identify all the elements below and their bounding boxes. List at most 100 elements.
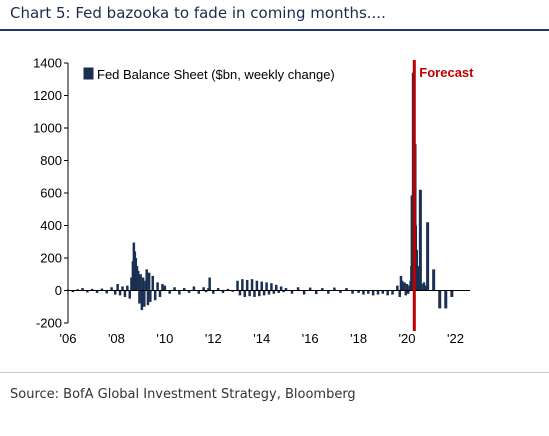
bar <box>450 290 454 297</box>
forecast-label: Forecast <box>419 65 474 80</box>
bar <box>381 290 385 294</box>
bar <box>178 290 181 295</box>
bar <box>371 290 375 296</box>
bar <box>146 290 150 306</box>
bar <box>272 290 276 294</box>
bar <box>238 290 242 296</box>
source-note: Source: BofA Global Investment Strategy,… <box>10 387 356 402</box>
chart-axes: 1400 1200 1000 800 600 400 200 0 -200'06 '08 '10 '1… <box>33 56 470 346</box>
footer-rule <box>0 372 549 373</box>
bar <box>192 286 196 291</box>
y-tick-label: 0 <box>55 283 62 298</box>
bar <box>396 285 399 291</box>
bar <box>140 290 144 310</box>
bar <box>90 288 94 291</box>
bar <box>204 290 208 293</box>
bar <box>391 290 394 295</box>
y-tick-label: 1400 <box>33 56 62 71</box>
bar <box>163 285 167 291</box>
bar <box>208 277 211 291</box>
bar <box>404 290 408 296</box>
bar <box>212 290 215 294</box>
bar <box>270 283 273 291</box>
y-tick-label: -200 <box>36 316 62 331</box>
bar <box>161 284 164 291</box>
y-tick-label: 200 <box>40 251 62 266</box>
bar <box>128 290 131 299</box>
bar <box>153 290 157 301</box>
bar <box>202 287 205 291</box>
bar <box>197 290 201 294</box>
x-tick-label: '06 <box>60 331 77 346</box>
bar <box>241 279 244 291</box>
bar <box>255 280 259 291</box>
bar <box>71 290 75 293</box>
bar <box>407 290 410 294</box>
bar <box>386 290 389 296</box>
bar <box>426 222 430 291</box>
bar <box>151 275 155 291</box>
x-tick-label: '08 <box>108 331 125 346</box>
bar <box>290 290 294 294</box>
bar <box>248 290 251 297</box>
bar <box>262 290 266 296</box>
bar <box>226 288 230 291</box>
bar <box>141 277 145 291</box>
legend-label: Fed Balance Sheet ($bn, weekly change) <box>97 67 335 82</box>
bar <box>253 290 256 297</box>
bar <box>158 290 162 297</box>
bar <box>333 287 336 291</box>
bar <box>321 288 324 291</box>
bar <box>130 277 133 291</box>
bar <box>308 287 312 291</box>
bar <box>156 282 159 291</box>
bar <box>282 290 285 293</box>
bar <box>138 290 141 304</box>
bar <box>110 287 113 291</box>
bar <box>405 284 409 291</box>
x-tick-label: '14 <box>253 331 270 346</box>
bar <box>403 282 406 291</box>
bar <box>250 279 254 291</box>
bar <box>243 290 247 297</box>
legend: Fed Balance Sheet ($bn, weekly change) <box>83 67 335 82</box>
bar <box>275 284 278 291</box>
bar <box>351 290 354 294</box>
bar <box>279 286 283 291</box>
bar <box>139 274 142 291</box>
bar <box>116 284 119 291</box>
bar <box>277 290 280 293</box>
bar <box>260 281 263 291</box>
y-tick-label: 1200 <box>33 88 62 103</box>
y-tick-label: 1000 <box>33 121 62 136</box>
y-tick-label: 600 <box>40 186 62 201</box>
bar <box>339 290 342 293</box>
bar <box>126 285 129 291</box>
bar <box>314 290 318 295</box>
bar <box>123 290 127 297</box>
bar <box>143 290 146 307</box>
bar <box>100 288 104 291</box>
bar <box>284 288 288 291</box>
bar <box>145 269 148 291</box>
bar <box>418 189 422 291</box>
x-tick-label: '12 <box>205 331 222 346</box>
bar <box>267 290 271 295</box>
bar <box>444 290 448 309</box>
bar <box>76 289 79 291</box>
chart-title: Chart 5: Fed bazooka to fade in coming m… <box>10 4 386 22</box>
bar <box>118 290 122 296</box>
bar <box>398 290 402 297</box>
x-tick-label: '16 <box>302 331 319 346</box>
bar <box>367 290 370 294</box>
x-tick-label: '22 <box>447 331 464 346</box>
bar <box>113 290 117 295</box>
bar <box>173 287 176 291</box>
bar <box>121 286 124 291</box>
bar <box>362 290 365 295</box>
bar <box>136 271 140 291</box>
y-tick-label: 800 <box>40 153 62 168</box>
bar <box>81 288 84 291</box>
bar <box>168 290 171 294</box>
